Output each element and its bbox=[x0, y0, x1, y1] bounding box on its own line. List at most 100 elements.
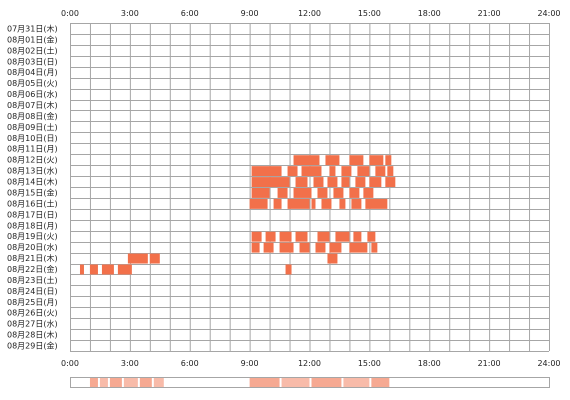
activity-bar bbox=[327, 253, 338, 264]
day-label: 08月20日(水) bbox=[7, 242, 58, 252]
hour-tick-label: 9:00 bbox=[241, 9, 259, 18]
activity-bar bbox=[371, 242, 378, 253]
activity-bar bbox=[293, 155, 320, 166]
day-label: 08月28日(木) bbox=[7, 330, 58, 340]
day-label: 08月07日(木) bbox=[7, 100, 58, 110]
activity-bar bbox=[287, 198, 310, 209]
day-label: 08月01日(金) bbox=[7, 34, 58, 44]
hour-tick-label: 24:00 bbox=[537, 9, 560, 18]
day-label: 08月17日(日) bbox=[7, 210, 58, 219]
day-label: 08月18日(月) bbox=[7, 221, 58, 230]
activity-bar bbox=[251, 231, 262, 242]
summary-band bbox=[139, 378, 152, 387]
summary-band bbox=[311, 378, 342, 387]
day-labels: 07月31日(木)08月01日(金)08月02日(土) 08月03日(日) 08月0… bbox=[7, 23, 58, 350]
activity-bar bbox=[321, 198, 332, 209]
activity-bar bbox=[277, 188, 288, 198]
activity-bar bbox=[349, 155, 364, 166]
day-label: 08月16日(土) bbox=[7, 198, 58, 208]
activity-bar bbox=[363, 188, 374, 198]
day-label: 08月12日(火) bbox=[7, 156, 58, 165]
hour-tick-label: 24:00 bbox=[537, 359, 560, 368]
activity-bar bbox=[357, 166, 370, 177]
activity-bar bbox=[101, 264, 114, 275]
activity-bar bbox=[249, 198, 268, 209]
day-label: 08月21日(木) bbox=[7, 253, 58, 263]
hour-tick-label: 15:00 bbox=[358, 9, 381, 18]
activity-bar bbox=[149, 253, 160, 264]
activity-bar bbox=[273, 198, 282, 209]
day-label: 08月11日(月) bbox=[7, 145, 58, 154]
day-label: 08月03日(日) bbox=[7, 57, 58, 66]
summary-band bbox=[249, 378, 280, 387]
summary-band bbox=[99, 378, 108, 387]
activity-bar bbox=[315, 242, 326, 253]
hour-tick-label: 0:00 bbox=[61, 9, 79, 18]
activity-bar bbox=[251, 166, 282, 177]
activity-bar bbox=[385, 177, 396, 187]
day-label: 08月09日(土) bbox=[7, 122, 58, 132]
day-label: 08月24日(日) bbox=[7, 287, 58, 296]
activity-bar bbox=[299, 242, 310, 253]
activity-bar bbox=[251, 188, 270, 198]
activity-bar bbox=[295, 177, 308, 187]
activity-bar bbox=[251, 177, 290, 187]
day-label: 08月05日(火) bbox=[7, 79, 58, 88]
hour-tick-label: 12:00 bbox=[298, 359, 321, 368]
activity-bar bbox=[339, 198, 346, 209]
hour-tick-label: 18:00 bbox=[418, 359, 441, 368]
activity-bar bbox=[385, 155, 392, 166]
hour-tick-labels: 0:00 0:00 3:00 3:00 6:00 6:00 9:00 9:00 12:00 12:… bbox=[61, 9, 561, 368]
hour-tick-label: 15:00 bbox=[358, 359, 381, 368]
activity-bar bbox=[341, 166, 352, 177]
activity-bar bbox=[333, 188, 344, 198]
activity-bar bbox=[295, 231, 308, 242]
activity-bar bbox=[285, 264, 292, 275]
day-label: 08月13日(水) bbox=[7, 166, 58, 176]
activity-bars bbox=[79, 155, 396, 275]
activity-bar bbox=[375, 166, 386, 177]
activity-bar bbox=[89, 264, 98, 275]
summary-bar-frame bbox=[70, 377, 550, 388]
activity-bar bbox=[369, 155, 384, 166]
summary-band bbox=[343, 378, 370, 387]
summary-band bbox=[89, 378, 98, 387]
day-label: 08月14日(木) bbox=[7, 177, 58, 187]
day-label: 08月19日(火) bbox=[7, 232, 58, 241]
activity-bar bbox=[317, 188, 328, 198]
activity-bar bbox=[251, 242, 260, 253]
activity-bar bbox=[329, 242, 342, 253]
hour-tick-label: 21:00 bbox=[478, 359, 501, 368]
day-label: 08月08日(金) bbox=[7, 111, 58, 121]
hour-tick-label: 3:00 bbox=[121, 359, 139, 368]
activity-bar bbox=[263, 242, 274, 253]
day-label: 08月10日(日) bbox=[7, 134, 58, 143]
summary-band bbox=[371, 378, 390, 387]
activity-bar bbox=[265, 231, 276, 242]
activity-bar bbox=[287, 166, 298, 177]
activity-bar bbox=[349, 188, 360, 198]
hour-tick-label: 12:00 bbox=[298, 9, 321, 18]
activity-bar bbox=[279, 242, 294, 253]
activity-bar bbox=[365, 198, 388, 209]
day-label: 08月06日(水) bbox=[7, 89, 58, 99]
activity-bar bbox=[311, 198, 316, 209]
summary-band bbox=[153, 378, 164, 387]
hour-tick-label: 18:00 bbox=[418, 9, 441, 18]
activity-bar bbox=[127, 253, 148, 264]
activity-bar bbox=[317, 231, 330, 242]
activity-bar bbox=[301, 166, 322, 177]
summary-band bbox=[123, 378, 138, 387]
hour-tick-label: 3:00 bbox=[121, 9, 139, 18]
hour-tick-label: 6:00 bbox=[181, 9, 199, 18]
hour-tick-label: 0:00 bbox=[61, 359, 79, 368]
activity-bar bbox=[279, 231, 292, 242]
activity-bar bbox=[341, 177, 350, 187]
day-label: 08月02日(土) bbox=[7, 45, 58, 55]
activity-bar bbox=[293, 188, 312, 198]
activity-bar bbox=[349, 242, 368, 253]
day-label: 08月27日(水) bbox=[7, 319, 58, 329]
activity-bar bbox=[327, 177, 338, 187]
summary-band bbox=[109, 378, 122, 387]
